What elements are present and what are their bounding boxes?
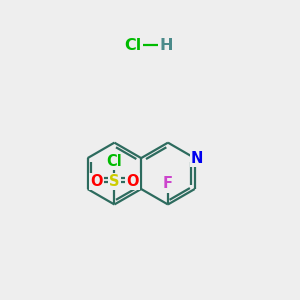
Text: Cl: Cl (124, 38, 141, 53)
Text: N: N (191, 151, 203, 166)
Text: S: S (109, 174, 120, 189)
Text: O: O (90, 174, 102, 189)
Text: H: H (159, 38, 173, 53)
Text: F: F (163, 176, 173, 191)
Text: Cl: Cl (106, 154, 122, 169)
Text: O: O (126, 174, 139, 189)
